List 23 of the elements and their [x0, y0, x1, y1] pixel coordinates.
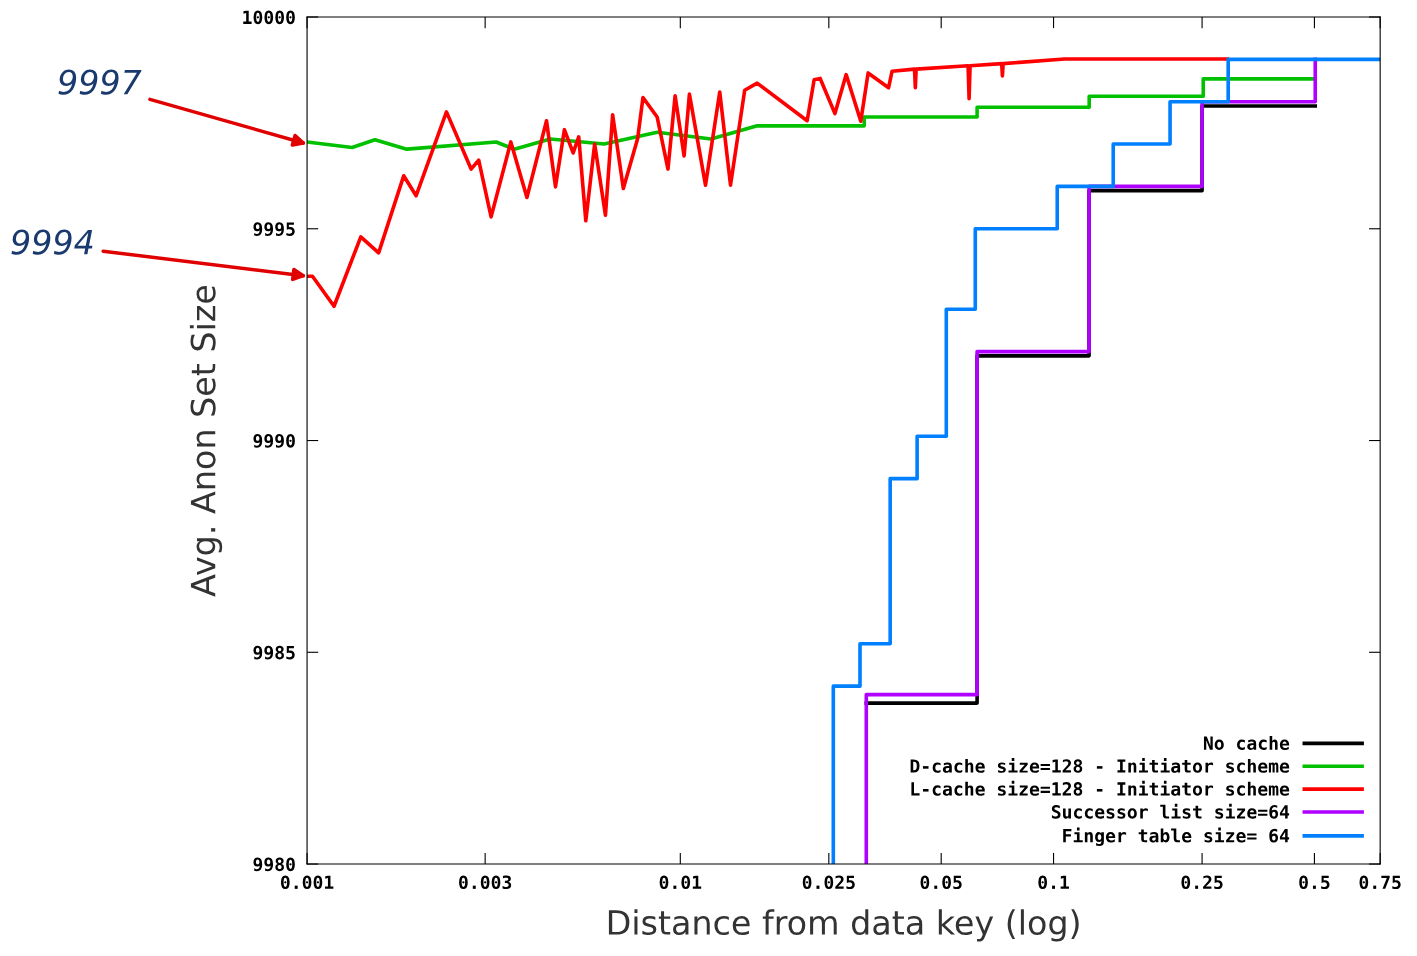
legend-label: Successor list size=64: [1051, 803, 1290, 819]
annotation: 9994: [11, 229, 93, 255]
y-tick-label: 9985: [253, 645, 295, 660]
x-tick-label: 0.75: [1359, 875, 1401, 890]
y-tick-label: 10000: [243, 10, 295, 25]
x-tick-label: 0.5: [1299, 875, 1330, 890]
x-tick-label: 0.01: [659, 875, 702, 890]
y-tick-label: 9995: [253, 222, 295, 236]
x-tick-label: 0.001: [280, 875, 334, 890]
y-tick-label: 9980: [253, 857, 295, 872]
x-tick-label: 0.025: [802, 875, 855, 890]
x-axis-title: Distance from data key (log): [608, 909, 1079, 942]
y-axis-title: Avg. Anon Set Size: [189, 285, 223, 597]
x-tick-label: 0.003: [459, 875, 512, 890]
legend-label: D-cache size=128 - Initiator scheme: [910, 757, 1290, 773]
legend-label: L-cache size=128 - Initiator scheme: [911, 780, 1290, 796]
y-tick-label: 9990: [253, 433, 295, 448]
legend-label: Finger table size= 64: [1063, 827, 1290, 846]
x-tick-label: 0.1: [1038, 875, 1069, 890]
x-tick-label: 0.05: [920, 875, 962, 890]
x-tick-label: 0.25: [1181, 875, 1223, 890]
annotation: 9997: [58, 69, 142, 95]
legend-label: No cache: [1203, 736, 1290, 750]
